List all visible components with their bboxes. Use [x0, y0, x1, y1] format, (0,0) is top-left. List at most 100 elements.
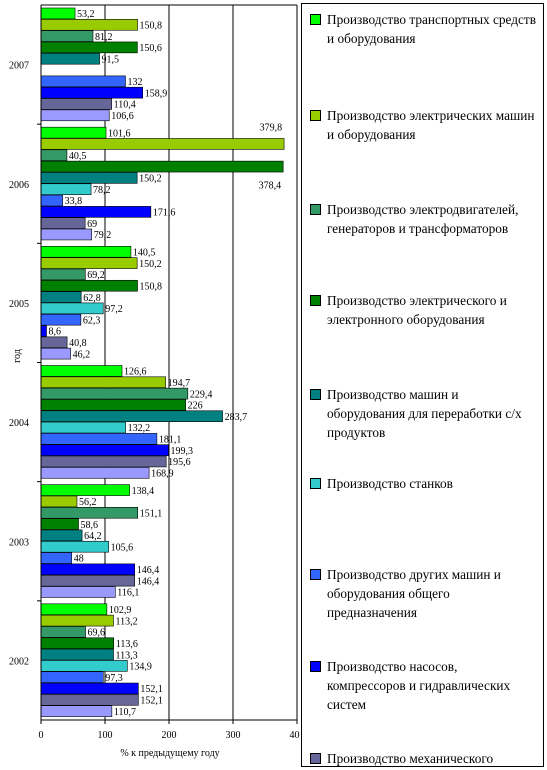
data-label: 58,6	[81, 520, 99, 531]
legend-swatch	[310, 204, 321, 215]
data-label: 226	[188, 401, 203, 412]
bar	[40, 671, 104, 683]
data-label: 110,7	[114, 707, 136, 718]
bars	[40, 7, 285, 717]
data-label: 48	[74, 554, 84, 565]
bar	[40, 467, 150, 479]
bar	[40, 86, 143, 99]
bar	[40, 705, 113, 717]
legend-entry: Производство механического	[310, 749, 539, 766]
bar	[40, 149, 68, 162]
bar	[40, 7, 76, 20]
data-label: 229,4	[190, 389, 213, 400]
bar	[40, 109, 110, 122]
y-tick-label: 2003	[9, 537, 29, 548]
data-label: 150,6	[139, 43, 162, 54]
data-label: 152,1	[140, 684, 163, 695]
data-label: 195,6	[168, 457, 191, 468]
data-label: 283,7	[225, 412, 248, 423]
bar	[40, 206, 152, 218]
bar	[40, 75, 126, 88]
bar	[40, 347, 71, 360]
bar	[40, 19, 138, 31]
data-label: 106,6	[111, 111, 134, 122]
y-tick-label: 2007	[9, 61, 29, 72]
bar	[40, 433, 158, 445]
legend-entry: Производство электродвигателей, генерато…	[310, 200, 539, 238]
bar	[40, 98, 112, 110]
bar	[40, 484, 130, 496]
legend-label: Производство машин и оборудования для пе…	[327, 387, 522, 440]
data-label: 62,8	[83, 293, 101, 304]
bar	[40, 172, 138, 184]
bar	[40, 325, 47, 337]
bar	[40, 529, 83, 542]
bar	[40, 183, 92, 195]
legend-entry: Производство машин и оборудования для пе…	[310, 385, 539, 442]
legend-label: Производство электрического и электронно…	[327, 293, 507, 327]
data-label: 199,3	[171, 446, 194, 457]
data-label: 69,6	[88, 628, 106, 639]
x-axis-label: % к предыдущему году	[120, 748, 219, 759]
legend-entry: Производство электрических машин и обору…	[310, 106, 539, 144]
data-label: 378,4	[259, 180, 282, 191]
bar	[40, 302, 104, 315]
bar	[40, 126, 107, 139]
axes	[37, 4, 298, 724]
data-label: 56,2	[79, 497, 97, 508]
bar	[40, 421, 126, 434]
bar	[40, 603, 108, 616]
data-label: 113,6	[116, 639, 138, 650]
data-label: 53,2	[77, 9, 95, 20]
bar	[40, 444, 169, 456]
data-label: 168,9	[151, 469, 174, 480]
data-label: 140,5	[133, 247, 156, 258]
legend-swatch	[310, 110, 321, 121]
legend-label: Производство станков	[327, 476, 453, 491]
data-label: 194,7	[168, 378, 191, 389]
x-tick-label: 300	[226, 730, 241, 741]
bar	[40, 336, 68, 349]
legend-entry: Производство других машин и оборудования…	[310, 565, 539, 622]
data-label: 110,4	[114, 100, 136, 111]
bar	[40, 682, 139, 695]
bar	[40, 614, 114, 627]
bar	[40, 30, 94, 42]
data-label: 132	[127, 77, 142, 88]
data-label: 64,2	[84, 531, 102, 542]
bar	[40, 455, 167, 468]
bar	[40, 506, 138, 519]
legend-entry: Производство насосов, компрессоров и гид…	[310, 657, 539, 714]
data-label: 146,4	[137, 565, 160, 576]
data-label: 78,2	[93, 185, 111, 196]
data-label: 69	[87, 219, 97, 230]
bar	[40, 586, 116, 598]
data-label: 113,3	[116, 650, 138, 661]
bar	[40, 160, 284, 173]
data-label: 151,1	[140, 508, 163, 519]
bar	[40, 637, 114, 650]
data-label: 132,2	[128, 423, 151, 434]
data-label: 81,2	[95, 32, 113, 43]
y-tick-label: 2002	[9, 656, 29, 667]
bar	[40, 194, 63, 207]
legend: Производство транспортных средств и обор…	[301, 3, 544, 767]
legend-entry: Производство электрического и электронно…	[310, 291, 539, 329]
data-label: 69,2	[87, 270, 105, 281]
data-label: 113,2	[115, 616, 137, 627]
bar	[40, 399, 186, 411]
legend-label: Производство других машин и оборудования…	[327, 567, 501, 620]
bar	[40, 41, 138, 54]
bar	[40, 365, 123, 377]
bar	[40, 268, 86, 281]
data-label: 152,1	[140, 696, 163, 707]
bar	[40, 648, 114, 661]
legend-swatch	[310, 14, 321, 25]
legend-label: Производство электрических машин и обору…	[327, 108, 535, 142]
bar	[40, 574, 135, 587]
legend-entry: Производство транспортных средств и обор…	[310, 10, 539, 48]
bar	[40, 694, 139, 706]
legend-swatch	[310, 753, 321, 764]
